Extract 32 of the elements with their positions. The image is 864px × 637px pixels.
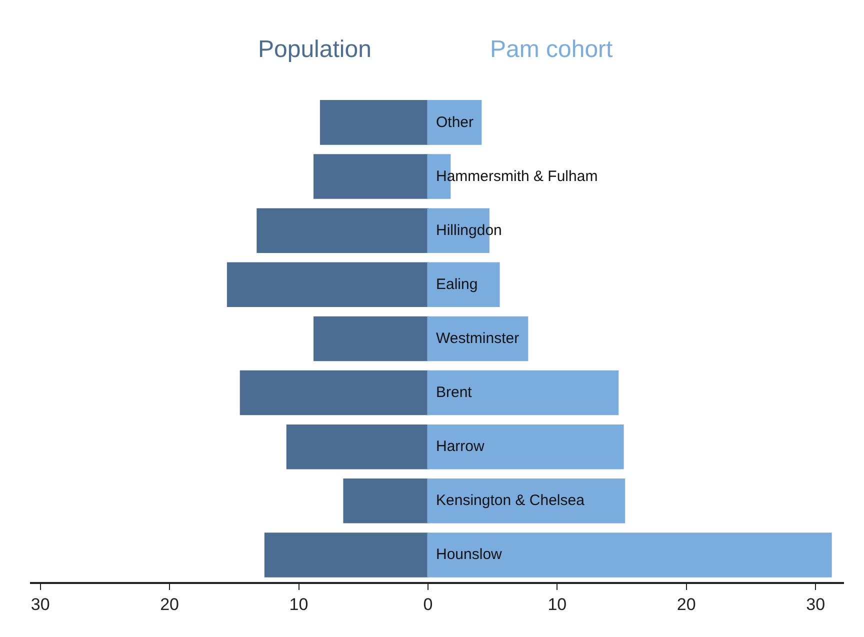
series-label: Population: [258, 36, 372, 63]
y-tick-label: Brent: [436, 384, 473, 401]
series-label: Pam cohort: [490, 36, 614, 63]
x-tick-label: 0: [423, 595, 433, 614]
bar: [264, 532, 429, 578]
bar: [427, 478, 626, 524]
bar: [427, 532, 832, 578]
bar: [320, 100, 429, 145]
bar: [427, 370, 619, 416]
y-tick-label: Hounslow: [436, 546, 502, 563]
y-tick-label: Westminster: [436, 330, 520, 347]
x-tick-label: 30: [30, 595, 50, 614]
bar: [314, 316, 429, 362]
y-tick-label: Other: [436, 114, 474, 131]
bar: [427, 424, 624, 470]
x-tick-label: 30: [806, 595, 826, 614]
y-tick-label: Harrow: [436, 438, 485, 455]
bar: [256, 208, 429, 253]
x-tick-label: 10: [289, 595, 308, 614]
bar: [427, 262, 500, 308]
y-tick-label: Kensington & Chelsea: [436, 492, 586, 509]
x-tick-label: 20: [160, 595, 179, 614]
x-tick-label: 10: [548, 595, 567, 614]
bar: [427, 316, 528, 362]
x-tick-label: 20: [676, 595, 696, 614]
bar: [427, 100, 482, 145]
bar: [226, 262, 429, 308]
bar: [343, 478, 429, 524]
bar: [314, 154, 429, 199]
y-tick-label: Ealing: [436, 276, 478, 293]
bar: [286, 424, 429, 470]
bar: [240, 370, 429, 416]
